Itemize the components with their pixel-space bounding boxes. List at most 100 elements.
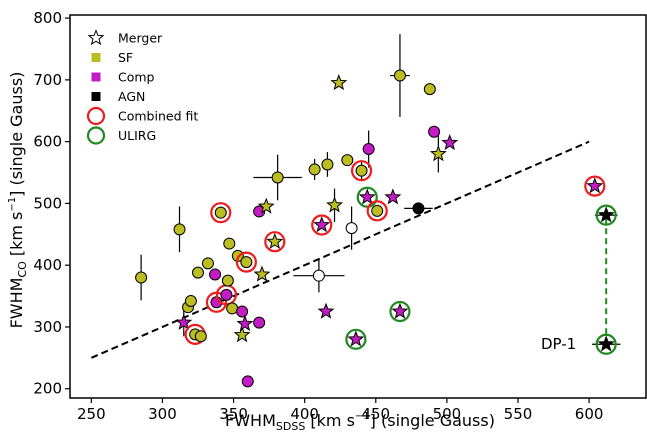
x-tick-label: 350: [219, 405, 248, 423]
x-tick-label: 300: [148, 405, 177, 423]
y-axis-label-main: FWHM: [7, 278, 26, 329]
legend-label: Merger: [118, 31, 163, 46]
merger-star-point: [317, 302, 335, 319]
x-tick-label: 500: [433, 405, 462, 423]
merger-star-point: [233, 326, 251, 343]
data-point: [173, 223, 186, 236]
legend-label: ULIRG: [118, 128, 156, 143]
ulirg-ring: [345, 328, 367, 350]
data-point: [371, 204, 384, 217]
legend-marker-ring: [86, 126, 106, 145]
merger-star-point: [586, 177, 604, 194]
merger-star-point: [384, 188, 402, 205]
annotation-dp1: DP-1: [541, 335, 576, 353]
ulirg-ring: [356, 186, 378, 208]
one-to-one-line: [90, 140, 590, 359]
merger-star-point: [429, 145, 447, 162]
ulirg-ring: [595, 333, 617, 355]
data-point: [184, 295, 197, 308]
merger-star-point: [313, 216, 331, 233]
merger-star-point: [175, 313, 193, 330]
x-tick-label: 400: [290, 405, 319, 423]
y-axis-label-exp: −1: [7, 197, 18, 212]
data-point: [241, 375, 254, 388]
y-axis-label-tail: ] (single Gauss): [7, 72, 26, 197]
merger-star-point: [266, 232, 284, 249]
data-point: [362, 143, 375, 156]
merger-star-point: [326, 196, 344, 213]
data-point: [271, 171, 284, 184]
data-point: [253, 205, 266, 218]
combined-fit-ring: [311, 214, 333, 236]
data-point: [412, 202, 425, 215]
merger-star-point: [391, 302, 409, 319]
x-tick-label: 550: [504, 405, 533, 423]
data-point: [240, 256, 253, 269]
data-point: [321, 158, 334, 171]
legend-label: Comp: [118, 70, 155, 85]
y-tick-label: 300: [33, 318, 62, 336]
legend: Merger SF Comp AGN Combined fit ULIRG: [86, 29, 198, 145]
plot-frame: [69, 14, 647, 399]
data-point: [223, 237, 236, 250]
data-point: [135, 271, 148, 284]
combined-fit-ring: [210, 202, 232, 224]
x-axis-label-unit: [km s: [305, 411, 355, 430]
data-point: [345, 222, 358, 235]
y-axis-label-sub: CO: [16, 261, 29, 278]
merger-star-point: [257, 197, 275, 214]
x-axis-label-tail: ] (single Gauss): [370, 411, 495, 430]
combined-fit-ring: [366, 200, 388, 222]
data-point: [253, 316, 266, 329]
combined-fit-ring: [584, 175, 606, 197]
x-axis-label: FWHMSDSS [km s−1] (single Gauss): [225, 411, 495, 433]
combined-fit-ring: [235, 251, 257, 273]
merger-star-point: [347, 330, 365, 347]
y-tick-label: 700: [33, 71, 62, 89]
combined-fit-ring: [264, 231, 286, 253]
data-point: [312, 269, 325, 282]
ulirg-ring: [595, 204, 617, 226]
y-tick-label: 200: [33, 380, 62, 398]
legend-marker-star: [87, 29, 105, 46]
y-axis-label: FWHMCO [km s−1] (single Gauss): [7, 72, 29, 329]
plot-area: 250 300 350 400 450 500 550 600 200 300 400 500 600 7…: [33, 9, 647, 423]
legend-label: Combined fit: [118, 109, 198, 124]
combined-fit-ring: [350, 160, 373, 182]
data-point: [341, 154, 354, 167]
x-axis-label-exp: −1: [355, 411, 370, 422]
y-axis-label-unit: [km s: [7, 212, 26, 262]
data-point: [393, 69, 406, 82]
merger-star-point: [597, 335, 615, 352]
y-tick-label: 400: [33, 256, 62, 274]
y-tick-label: 800: [33, 9, 62, 27]
data-point: [236, 305, 249, 318]
data-point: [428, 125, 441, 138]
merger-star-point: [330, 74, 348, 91]
merger-star-point: [236, 314, 254, 332]
data-point: [192, 266, 204, 279]
merger-star-point: [358, 188, 376, 205]
legend-marker-square: [91, 53, 101, 62]
legend-marker-square: [91, 92, 101, 101]
legend-marker-square: [91, 72, 101, 82]
y-tick-label: 500: [33, 194, 62, 212]
legend-label: SF: [118, 50, 133, 65]
data-point: [201, 257, 214, 270]
y-tick-label: 600: [33, 133, 62, 151]
data-point: [355, 164, 368, 177]
x-axis-label-sub: SDSS: [276, 420, 305, 433]
legend-marker-ring: [86, 106, 106, 126]
data-point: [220, 288, 233, 301]
data-point: [214, 206, 227, 219]
x-axis-label-main: FWHM: [225, 411, 276, 430]
merger-star-point: [597, 206, 615, 223]
data-point: [221, 274, 234, 287]
data-point: [308, 163, 321, 176]
legend-label: AGN: [118, 89, 145, 104]
data-point: [194, 330, 207, 343]
x-tick-label: 250: [77, 405, 106, 423]
x-tick-label: 450: [361, 405, 390, 423]
x-tick-label: 600: [575, 405, 604, 423]
